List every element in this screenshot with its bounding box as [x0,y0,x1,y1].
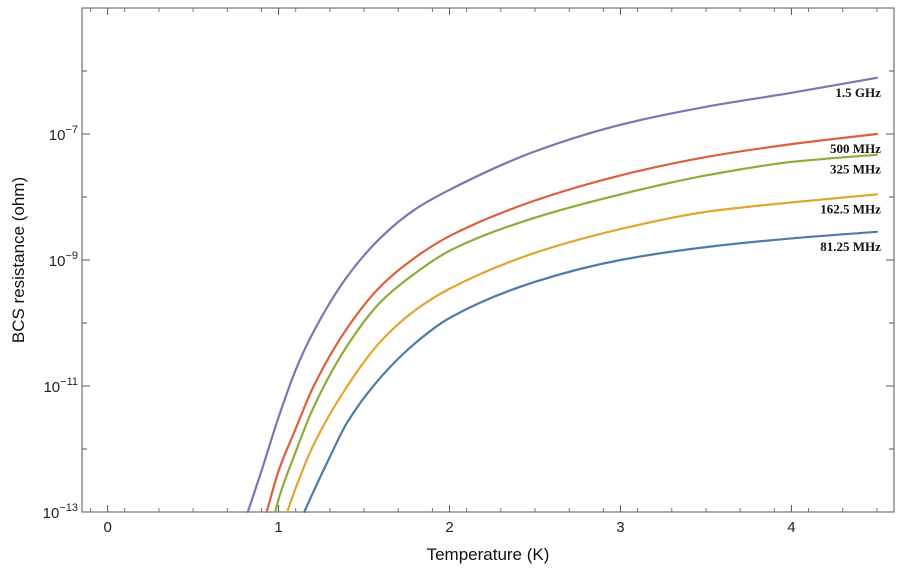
y-tick-base: 10 [49,253,66,270]
x-axis-ticks: 0 1 2 3 4 [90,8,878,536]
y-tick-label: 10−7 [49,124,78,144]
series-label-3: 162.5 MHz [820,201,881,216]
y-tick-base: 10 [49,127,66,144]
series-lines [246,76,879,514]
x-tick-label: 4 [787,519,795,536]
series-labels: 1.5 GHz 500 MHz 325 MHz 162.5 MHz 81.25 MHz [820,85,881,254]
y-tick-label: 10−13 [43,502,78,522]
series-line-4 [303,230,879,514]
plot-frame [81,7,895,513]
x-tick-label: 1 [274,519,282,536]
y-tick-exponent: −11 [60,376,78,388]
series-label-1: 500 MHz [830,141,881,156]
x-axis-title: Temperature (K) [427,545,550,564]
series-label-0: 1.5 GHz [835,85,881,100]
x-tick-label: 3 [616,519,624,536]
y-axis-title: BCS resistance (ohm) [9,177,28,343]
y-tick-exponent: −9 [65,250,78,262]
series-label-2: 325 MHz [830,162,881,177]
y-tick-label: 10−9 [49,250,78,270]
y-tick-exponent: −7 [65,124,78,136]
y-tick-base: 10 [43,505,60,522]
y-tick-label: 10−11 [43,376,78,396]
series-line-0 [246,76,879,514]
series-line-3 [286,193,879,514]
y-tick-exponent: −13 [59,502,78,514]
x-tick-label: 2 [445,519,453,536]
series-label-4: 81.25 MHz [820,239,881,254]
y-tick-base: 10 [43,379,60,396]
series-line-2 [274,153,879,514]
x-tick-label: 0 [103,519,111,536]
series-line-1 [265,132,879,514]
